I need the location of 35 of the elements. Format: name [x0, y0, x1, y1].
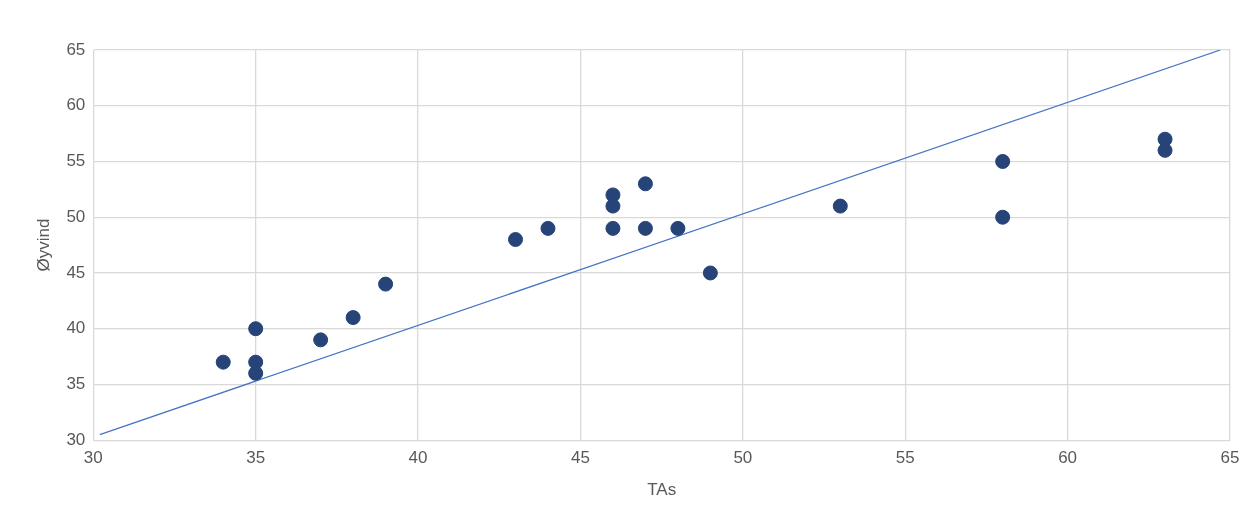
y-tick-label: 35 — [66, 374, 86, 394]
x-tick-label: 55 — [895, 448, 915, 468]
y-tick-label: 30 — [66, 429, 86, 449]
point — [637, 176, 653, 192]
point — [670, 220, 686, 236]
y-tick-label: 60 — [66, 95, 86, 115]
point — [605, 220, 621, 236]
x-axis-title: TAs — [647, 480, 677, 500]
x-tick-label: 30 — [83, 448, 103, 468]
y-tick-label: 40 — [66, 318, 86, 338]
point — [313, 332, 329, 348]
point — [248, 365, 264, 381]
point — [995, 209, 1011, 225]
point — [508, 232, 524, 248]
point — [378, 276, 394, 292]
point — [215, 354, 231, 370]
y-tick-label: 55 — [66, 151, 86, 171]
y-tick-label: 50 — [66, 206, 86, 226]
point — [637, 220, 653, 236]
point — [248, 321, 264, 337]
x-tick-label: 40 — [408, 448, 428, 468]
x-tick-label: 65 — [1220, 448, 1240, 468]
point — [702, 265, 718, 281]
y-axis-title: Øyvind — [33, 218, 53, 272]
x-tick-label: 50 — [733, 448, 753, 468]
x-tick-label: 35 — [246, 448, 266, 468]
point — [995, 153, 1011, 169]
point — [345, 310, 361, 326]
y-tick-label: 45 — [66, 262, 86, 282]
x-tick-label: 45 — [571, 448, 590, 468]
point — [832, 198, 848, 214]
point — [540, 220, 556, 236]
y-tick-label: 65 — [66, 39, 86, 59]
point — [605, 198, 621, 214]
x-tick-label: 60 — [1058, 448, 1078, 468]
